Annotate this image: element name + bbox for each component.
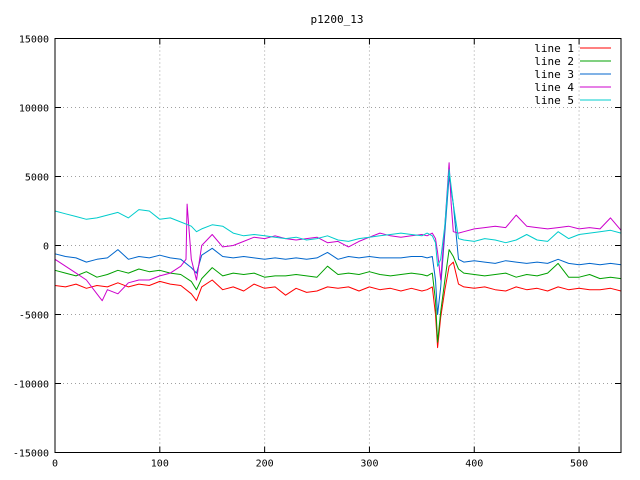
- y-tick-label: -10000: [13, 380, 49, 391]
- y-tick-label: 10000: [19, 104, 49, 115]
- x-tick-label: 200: [256, 459, 274, 470]
- chart-title: p1200_13: [311, 13, 364, 26]
- axes: 0 100 200 300 400 500 -15000 -10000 -5000 0 5000 10…: [13, 35, 621, 470]
- x-tick-label: 300: [360, 459, 378, 470]
- series-line-3: [54, 176, 622, 315]
- plot-frame: [54, 38, 622, 453]
- series-line-1: [54, 261, 622, 349]
- legend-label-3: line 3: [534, 68, 574, 81]
- y-tick-label: 0: [43, 242, 49, 253]
- x-tick-label: 0: [52, 459, 58, 470]
- x-tick-label: 100: [151, 459, 169, 470]
- x-tick-label: 500: [570, 459, 588, 470]
- legend-label-1: line 1: [534, 42, 574, 55]
- legend-label-4: line 4: [534, 81, 574, 94]
- legend-label-5: line 5: [534, 94, 574, 107]
- y-tick-label: -5000: [19, 311, 49, 322]
- series-line-2: [54, 249, 622, 343]
- y-tick-label: 15000: [19, 35, 49, 46]
- legend-label-2: line 2: [534, 55, 574, 68]
- series-line-4: [54, 162, 622, 302]
- grid: [55, 38, 621, 453]
- series-line-5: [54, 169, 622, 267]
- x-tick-label: 400: [465, 459, 483, 470]
- y-tick-label: 5000: [25, 173, 49, 184]
- series-lines: [54, 162, 622, 349]
- y-tick-label: -15000: [13, 449, 49, 460]
